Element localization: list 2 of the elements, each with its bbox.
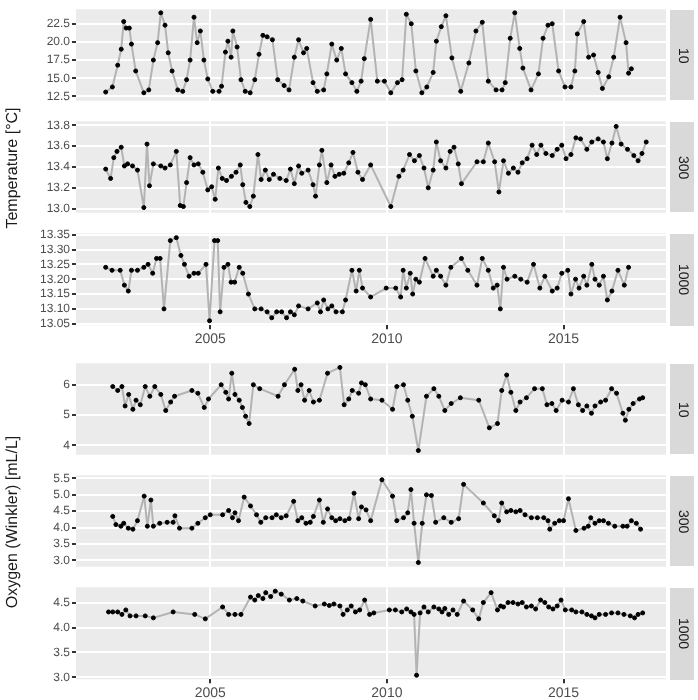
- y-axis-title: Oxygen (Winkler) [mL/L]: [3, 434, 21, 608]
- y-axis-title: Temperature [°C]: [3, 106, 21, 228]
